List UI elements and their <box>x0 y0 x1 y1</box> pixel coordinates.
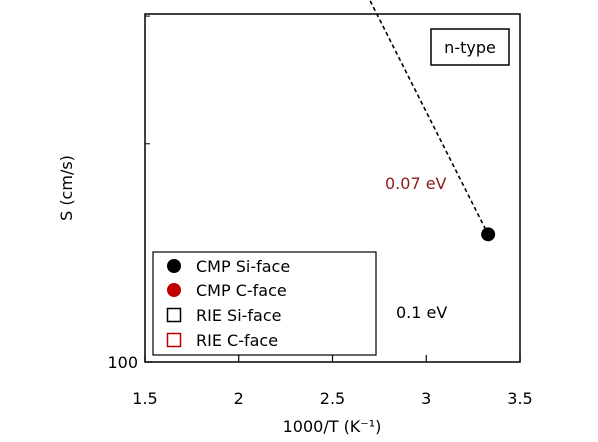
inset-label: n-type <box>444 38 496 57</box>
legend-marker-1 <box>167 283 181 297</box>
legend: CMP Si-face CMP C-face RIE Si-face RIE C… <box>152 251 377 356</box>
x-tick-label-0: 1.5 <box>132 389 157 408</box>
x-tick-label-2: 2.5 <box>320 389 345 408</box>
fit-line-0 <box>368 0 489 235</box>
x-tick-label-1: 2 <box>234 389 244 408</box>
legend-label-cmp-si: CMP Si-face <box>196 257 290 276</box>
legend-label-rie-si: RIE Si-face <box>196 306 281 325</box>
x-tick-label-3: 3 <box>421 389 431 408</box>
legend-marker-0 <box>167 259 181 273</box>
legend-frame <box>152 251 377 356</box>
legend-markers <box>166 259 182 348</box>
y-tick-label-0: 100 <box>107 353 138 372</box>
point-series0-4 <box>481 227 496 242</box>
fit-label-0.07ev: 0.07 eV <box>385 174 447 193</box>
data-points <box>481 227 496 242</box>
fit-lines <box>368 0 489 235</box>
legend-label-rie-c: RIE C-face <box>196 331 278 350</box>
x-tick-label-4: 3.5 <box>507 389 532 408</box>
legend-marker-2 <box>166 307 182 323</box>
y-axis-title: S (cm/s) <box>57 155 76 221</box>
x-axis-title: 1000/T (K⁻¹) <box>283 417 382 436</box>
legend-label-cmp-c: CMP C-face <box>196 281 287 300</box>
legend-marker-3 <box>166 332 182 348</box>
fit-label-0.1ev: 0.1 eV <box>396 303 447 322</box>
inset-label-box: n-type <box>430 28 510 66</box>
